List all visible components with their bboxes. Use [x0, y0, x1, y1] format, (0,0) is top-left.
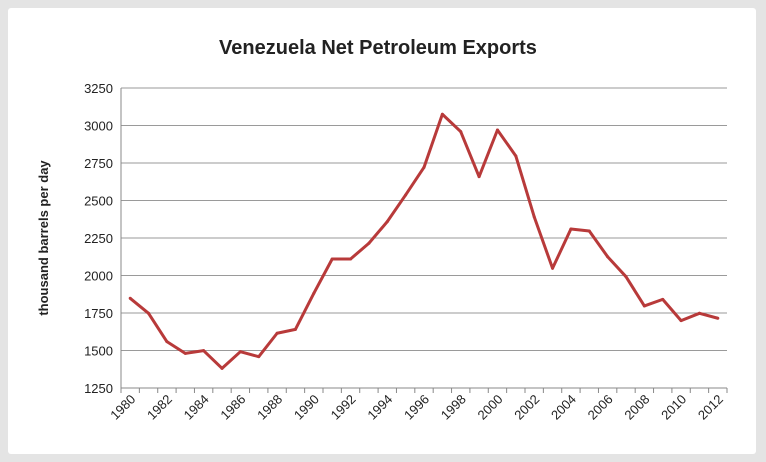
y-tick-label: 2000 [84, 269, 113, 284]
data-point [697, 311, 701, 315]
data-point [404, 193, 408, 197]
x-tick-label: 1990 [291, 392, 322, 423]
data-point [275, 331, 279, 335]
data-point [385, 220, 389, 224]
x-tick-label: 2012 [695, 392, 726, 423]
x-tick-label: 1996 [401, 392, 432, 423]
x-tick-label: 1988 [254, 392, 285, 423]
x-tick-label: 2000 [475, 392, 506, 423]
data-point [422, 165, 426, 169]
x-tick-label: 2010 [658, 392, 689, 423]
y-tick-label: 2250 [84, 231, 113, 246]
chart-title: Venezuela Net Petroleum Exports [219, 37, 537, 59]
data-point [312, 291, 316, 295]
y-tick-label: 1250 [84, 381, 113, 396]
data-point [183, 351, 187, 355]
data-point [477, 175, 481, 179]
data-point [367, 241, 371, 245]
data-point [551, 266, 555, 270]
data-point [349, 257, 353, 261]
data-point [569, 227, 573, 231]
data-point [661, 297, 665, 301]
data-point [642, 304, 646, 308]
data-point [202, 349, 206, 353]
x-tick-label: 1994 [364, 392, 395, 423]
x-tick-label: 1982 [144, 392, 175, 423]
data-point [606, 255, 610, 259]
y-tick-label: 2750 [84, 156, 113, 171]
x-tick-label: 2002 [511, 392, 542, 423]
y-axis-label: thousand barrels per day [36, 160, 51, 316]
x-tick-label: 2004 [548, 392, 579, 423]
data-point [514, 154, 518, 158]
data-point [257, 355, 261, 359]
y-tick-label: 3250 [84, 81, 113, 96]
data-point [532, 215, 536, 219]
x-tick-label: 2008 [621, 392, 652, 423]
data-point [220, 366, 224, 370]
y-tick-label: 1500 [84, 344, 113, 359]
data-point [147, 311, 151, 315]
data-point [238, 350, 242, 354]
x-tick-label: 1986 [217, 392, 248, 423]
data-point [716, 316, 720, 320]
data-point [293, 327, 297, 331]
y-tick-label: 1750 [84, 306, 113, 321]
data-point [459, 130, 463, 134]
data-point [165, 340, 169, 344]
x-tick-label: 1992 [328, 392, 359, 423]
data-point [330, 257, 334, 261]
x-tick-label: 1984 [181, 392, 212, 423]
data-point [440, 112, 444, 116]
x-tick-label: 1998 [438, 392, 469, 423]
data-point [679, 319, 683, 323]
x-tick-label: 2006 [585, 392, 616, 423]
chart-card [8, 8, 756, 454]
data-point [587, 229, 591, 233]
x-tick-label: 1980 [107, 392, 138, 423]
y-tick-label: 3000 [84, 119, 113, 134]
y-tick-label: 2500 [84, 194, 113, 209]
data-point [495, 128, 499, 132]
data-point [128, 296, 132, 300]
data-point [624, 275, 628, 279]
series-line [129, 112, 719, 370]
